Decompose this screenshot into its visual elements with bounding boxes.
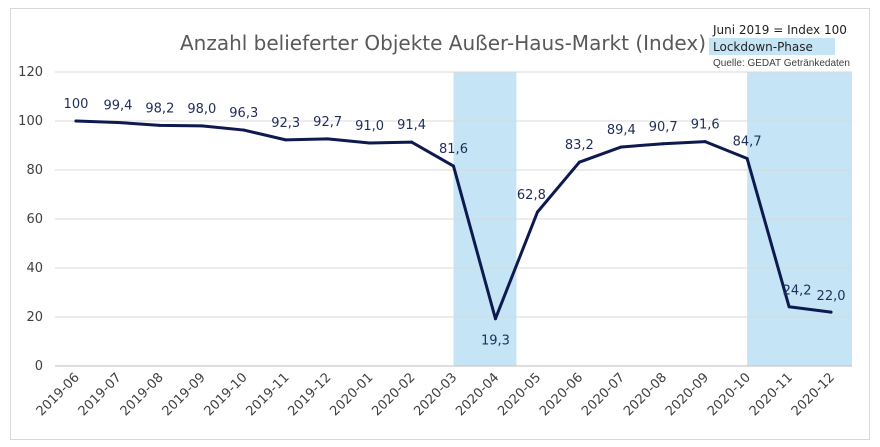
x-tick-label: 2020-10 <box>705 370 754 419</box>
data-label: 99,4 <box>103 98 132 113</box>
data-label: 98,0 <box>187 102 216 117</box>
x-tick-label: 2020-02 <box>369 370 418 419</box>
data-point <box>452 164 455 168</box>
chart-frame <box>10 8 870 440</box>
x-tick-label: 2019-06 <box>34 370 83 419</box>
x-tick-label: 2020-08 <box>621 370 670 419</box>
x-tick-label: 2019-11 <box>244 370 293 419</box>
data-label: 91,0 <box>355 119 384 134</box>
x-tick-label: 2020-07 <box>579 370 628 419</box>
x-tick-label: 2020-06 <box>537 370 586 419</box>
data-point <box>661 142 665 146</box>
data-point <box>619 145 623 149</box>
y-tick-label: 60 <box>26 212 43 227</box>
chart-title: Anzahl belieferter Objekte Außer-Haus-Ma… <box>180 31 706 55</box>
data-point <box>368 141 372 145</box>
index-note: Juni 2019 = Index 100 <box>712 23 847 37</box>
data-point <box>787 305 791 309</box>
y-tick-label: 0 <box>35 359 43 374</box>
x-tick-label: 2020-12 <box>789 370 838 419</box>
x-tick-label: 2019-07 <box>76 370 125 419</box>
legend-label-lockdown: Lockdown-Phase <box>713 40 813 54</box>
data-label: 62,8 <box>517 188 546 203</box>
y-tick-label: 20 <box>26 310 43 325</box>
data-point <box>577 160 581 164</box>
data-point <box>284 138 288 142</box>
data-point <box>116 120 120 124</box>
source-note: Quelle: GEDAT Getränkedaten <box>713 58 850 69</box>
data-label: 83,2 <box>565 138 594 153</box>
x-tick-label: 2019-09 <box>160 370 209 419</box>
x-tick-label: 2019-12 <box>285 370 334 419</box>
data-label: 100 <box>64 97 89 112</box>
x-tick-label: 2020-09 <box>663 370 712 419</box>
data-point <box>158 123 162 127</box>
x-tick-label: 2020-04 <box>453 370 502 419</box>
x-tick-label: 2019-10 <box>202 370 251 419</box>
legend-swatch-lockdown <box>709 38 835 55</box>
data-point <box>703 140 707 144</box>
y-tick-label: 80 <box>26 163 43 178</box>
x-tick-label: 2020-03 <box>411 370 460 419</box>
y-tick-label: 120 <box>18 65 43 80</box>
data-point <box>829 310 833 314</box>
data-point <box>242 128 246 132</box>
data-label: 84,7 <box>733 134 762 149</box>
data-point <box>493 317 497 321</box>
data-point <box>74 119 78 123</box>
data-point <box>200 124 204 128</box>
y-tick-label: 40 <box>26 261 43 276</box>
y-tick-label: 100 <box>18 114 43 129</box>
x-tick-label: 2020-11 <box>747 370 796 419</box>
data-point <box>745 156 749 160</box>
data-point <box>535 210 539 214</box>
data-label: 19,3 <box>481 334 510 349</box>
data-label: 96,3 <box>229 106 258 121</box>
x-tick-label: 2020-05 <box>495 370 544 419</box>
data-label: 98,2 <box>145 101 174 116</box>
data-label: 90,7 <box>649 120 678 135</box>
data-label: 24,2 <box>783 284 812 299</box>
data-label: 91,6 <box>691 118 720 133</box>
data-label: 92,7 <box>313 115 342 130</box>
data-label: 91,4 <box>397 118 426 133</box>
data-label: 92,3 <box>271 116 300 131</box>
data-point <box>326 137 330 141</box>
data-label: 22,0 <box>817 289 846 304</box>
x-tick-label: 2019-08 <box>118 370 167 419</box>
data-label: 81,6 <box>439 142 468 157</box>
data-label: 89,4 <box>607 123 636 138</box>
data-point <box>410 140 414 144</box>
x-tick-label: 2020-01 <box>327 370 376 419</box>
